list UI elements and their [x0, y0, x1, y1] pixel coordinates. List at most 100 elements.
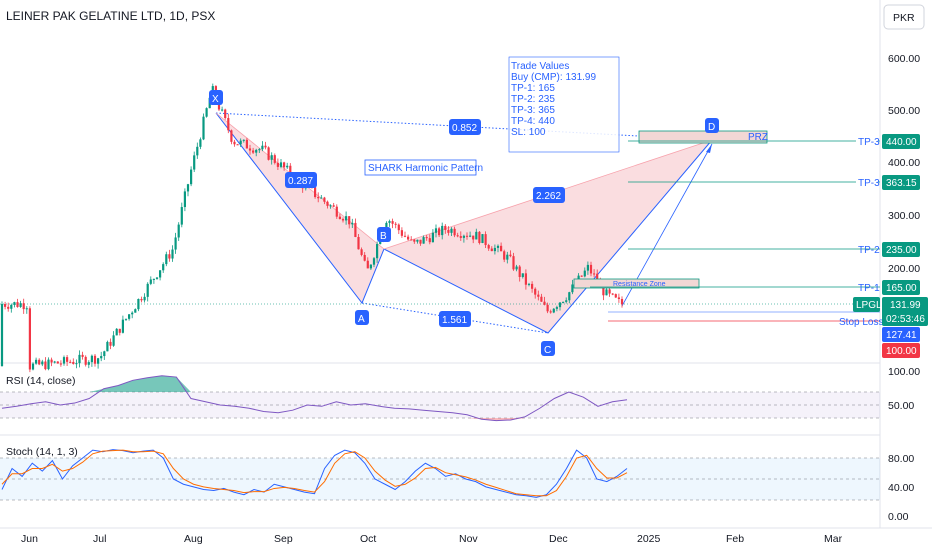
candle-body [279, 162, 283, 167]
tag-127-text: 127.41 [886, 330, 917, 341]
candle-body [537, 294, 540, 297]
candle-body [62, 357, 66, 364]
candle-body [617, 297, 620, 299]
candle-body [155, 277, 159, 279]
candle-body [261, 145, 264, 150]
candle-body [72, 361, 75, 364]
candle-body [472, 235, 475, 240]
candle-body [112, 335, 115, 346]
candle-body [177, 224, 180, 238]
resistance-zone-label: Resistance Zone [613, 281, 666, 288]
candle-body [422, 237, 425, 244]
last-price-text: 131.99 [890, 300, 921, 311]
time-tick-sep: Sep [274, 533, 293, 545]
candle-body [400, 230, 403, 236]
candle-body [369, 264, 372, 269]
candle-body [59, 363, 62, 365]
candle-body [518, 266, 521, 277]
point-x: X [209, 90, 223, 105]
candle-body [450, 228, 453, 233]
candle-body [115, 328, 118, 336]
candle-body [534, 288, 537, 295]
time-tick-oct: Oct [360, 533, 376, 545]
trade-line-1: Buy (CMP): 131.99 [511, 72, 596, 83]
tag-165 [882, 280, 920, 295]
candle-body [434, 228, 438, 233]
tp3b-label-bg [856, 175, 878, 188]
candle-body [506, 254, 509, 260]
xd-dotted-line [215, 112, 713, 141]
candle-body [419, 239, 422, 244]
candle-body [227, 118, 230, 131]
point-d: D [705, 118, 719, 133]
candle-body [596, 273, 599, 283]
candle-body [462, 235, 465, 238]
chart-title: LEINER PAK GELATINE LTD, 1D, PSX [6, 9, 215, 23]
candle-body [47, 359, 50, 370]
tag-165-text: 165.00 [886, 283, 917, 294]
candle-body [521, 273, 524, 277]
candle-body [103, 351, 106, 357]
price-tick-600: 600.00 [888, 53, 920, 65]
tp3-label-363: TP-3 [858, 178, 880, 189]
tag-235 [882, 242, 920, 257]
currency-button[interactable] [883, 4, 925, 30]
candle-body [87, 362, 90, 365]
candle-body [146, 283, 149, 297]
candle-body [193, 155, 196, 170]
trade-line-4: TP-3: 365 [511, 105, 555, 116]
tp2-label: TP-2 [858, 245, 880, 256]
candle-body [183, 191, 186, 208]
candle-body [531, 283, 534, 289]
candle-body [255, 149, 258, 153]
candle-body [323, 197, 326, 202]
candle-body [165, 254, 168, 265]
candle-body [53, 361, 56, 363]
stoch-tick-40: 40.00 [888, 482, 914, 494]
point-x-label: X [212, 94, 219, 105]
candle-body [438, 228, 441, 236]
candle-body [162, 264, 165, 271]
candle-body [589, 264, 593, 274]
candle-body [205, 108, 208, 117]
candle-body [558, 302, 562, 308]
candle-body [388, 221, 391, 223]
candle-body [447, 229, 450, 233]
candle-body [345, 216, 348, 221]
time-tick-mar: Mar [824, 533, 843, 545]
resistance-zone [573, 278, 700, 289]
candle-body [221, 109, 224, 111]
candle-body [394, 223, 397, 225]
candle-body [512, 256, 515, 270]
candle-body [416, 239, 419, 242]
candle-body [202, 116, 205, 140]
candle-body [583, 270, 586, 277]
candle-body [351, 222, 354, 225]
tag-127 [882, 327, 920, 342]
rsi-overbought-fill [2, 375, 627, 392]
tp3-label-440: TP-3 [858, 137, 880, 148]
candle-body [134, 309, 137, 313]
candle-body [90, 355, 93, 363]
candle-body [543, 301, 546, 305]
trade-line-2: TP-1: 165 [511, 83, 555, 94]
tag-235-text: 235.00 [886, 245, 917, 256]
rsi-tick-50: 50.00 [888, 400, 914, 412]
candle-body [236, 144, 239, 146]
ratio-ac-badge [439, 311, 471, 327]
candle-body [326, 201, 329, 206]
candle-body [403, 235, 407, 237]
candle-body [131, 312, 134, 315]
stoch-title: Stoch (14, 1, 3) [6, 446, 78, 458]
tag-440 [882, 134, 920, 149]
rsi-title: RSI (14, close) [6, 375, 75, 387]
stoch-series [1, 449, 628, 498]
candle-body [128, 314, 131, 319]
candle-body [171, 249, 174, 259]
candle-body [509, 254, 512, 257]
candle-body [31, 363, 35, 370]
trade-line-0: Trade Values [511, 61, 569, 72]
symbol-tag [853, 297, 880, 312]
candle-body [348, 216, 351, 225]
candle-body [233, 141, 236, 145]
